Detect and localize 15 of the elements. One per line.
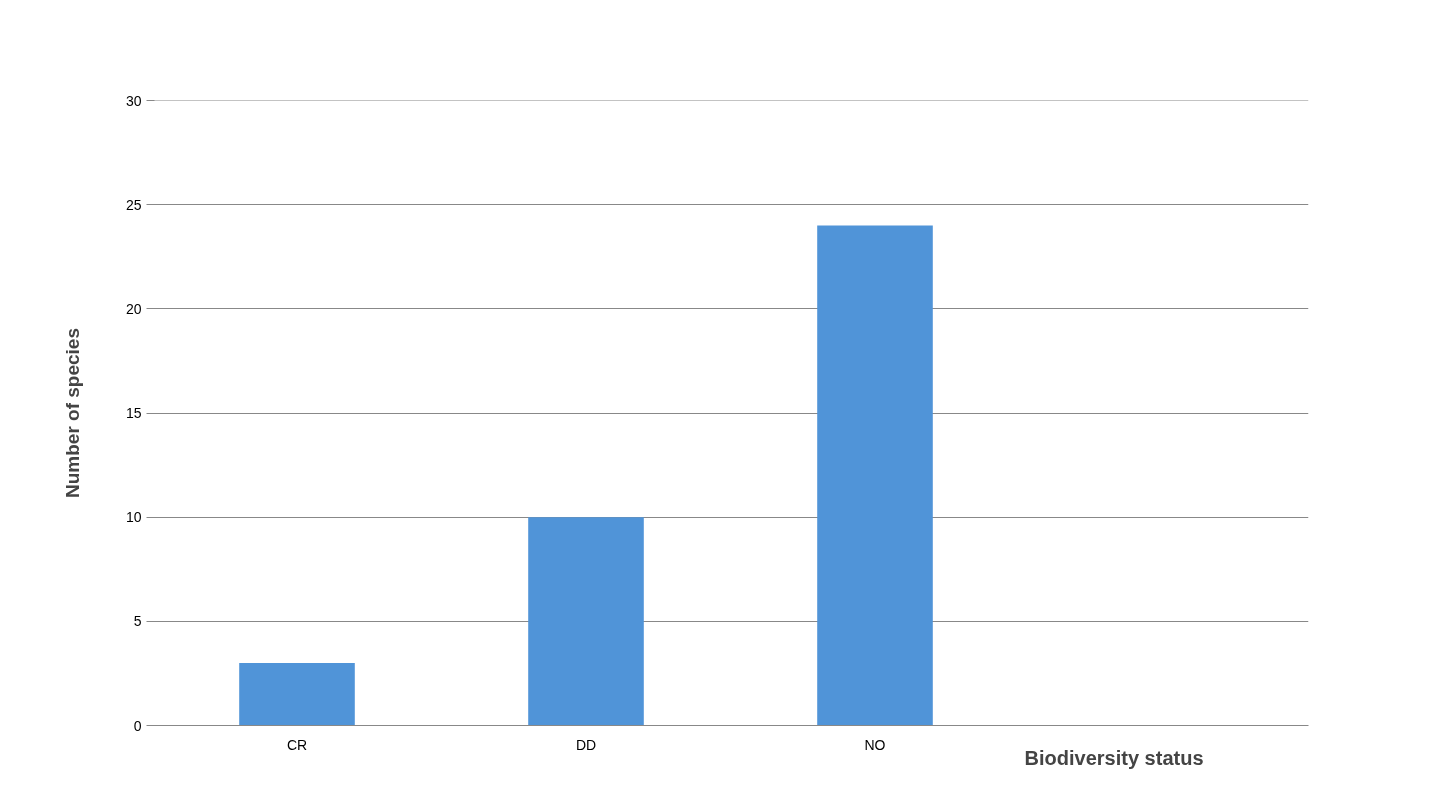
y-tick-label: 10	[125, 509, 142, 526]
x-axis-title: Biodiversity status	[1024, 746, 1204, 769]
bar	[528, 517, 644, 726]
y-tick-label: 30	[125, 92, 142, 109]
x-tick-label: NO	[864, 736, 886, 753]
y-tick-label: 25	[125, 196, 142, 213]
y-tick-label: 20	[125, 300, 142, 317]
y-tick-label: 15	[125, 405, 142, 421]
y-tick-label: 0	[133, 717, 142, 734]
bar	[239, 663, 355, 726]
y-tick-label: 5	[133, 613, 142, 630]
x-tick-label: DD	[575, 736, 597, 753]
y-axis-title: Number of species	[61, 328, 83, 498]
bar	[817, 225, 933, 726]
x-tick-label: CR	[286, 736, 308, 753]
